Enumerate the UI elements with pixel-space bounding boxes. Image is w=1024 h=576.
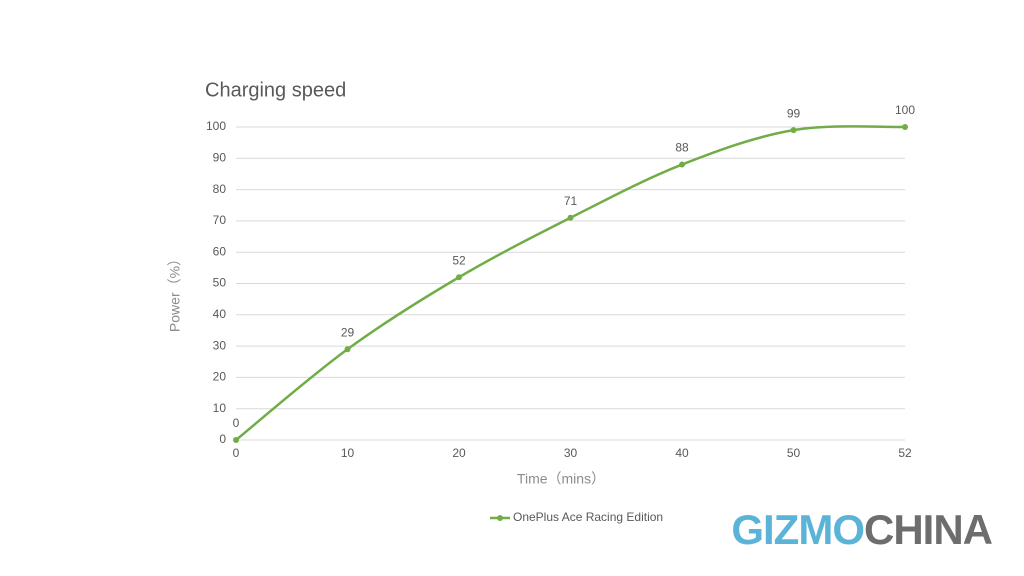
chart-title: Charging speed — [205, 79, 346, 101]
data-label: 29 — [341, 325, 355, 339]
data-label: 99 — [787, 106, 801, 120]
data-point — [233, 437, 239, 443]
x-tick-label: 10 — [341, 446, 355, 460]
legend-label: OnePlus Ace Racing Edition — [513, 510, 663, 524]
y-tick-label: 60 — [213, 244, 227, 258]
data-label: 88 — [675, 141, 689, 155]
y-tick-label: 50 — [213, 276, 227, 290]
data-label: 52 — [452, 253, 466, 267]
x-axis-label: Time（mins） — [517, 471, 605, 487]
watermark-part: CHINA — [864, 506, 993, 553]
x-tick-label: 30 — [564, 446, 578, 460]
y-tick-label: 80 — [213, 182, 227, 196]
data-point — [567, 214, 574, 221]
x-tick-label: 50 — [787, 446, 801, 460]
x-tick-label: 52 — [898, 446, 912, 460]
y-tick-label: 70 — [213, 213, 227, 227]
legend-marker — [497, 515, 503, 521]
data-label: 0 — [233, 416, 240, 430]
data-label: 71 — [564, 194, 578, 208]
y-tick-label: 0 — [219, 432, 226, 446]
watermark-part: GIZMO — [731, 506, 864, 553]
y-axis-label: Power（%） — [167, 252, 183, 332]
y-tick-label: 30 — [213, 338, 227, 352]
x-tick-label: 0 — [233, 446, 240, 460]
y-tick-label: 90 — [213, 150, 227, 164]
data-label: 100 — [895, 103, 915, 117]
y-tick-label: 10 — [213, 401, 227, 415]
data-point — [790, 127, 797, 134]
y-tick-label: 40 — [213, 307, 227, 321]
data-point — [902, 124, 908, 130]
x-tick-label: 40 — [675, 446, 689, 460]
data-point — [679, 161, 685, 168]
watermark: GIZMOCHINA — [731, 506, 992, 553]
y-tick-label: 100 — [206, 119, 226, 133]
data-point — [344, 346, 351, 353]
data-point — [456, 274, 462, 281]
x-tick-label: 20 — [452, 446, 466, 460]
y-tick-label: 20 — [213, 370, 227, 384]
